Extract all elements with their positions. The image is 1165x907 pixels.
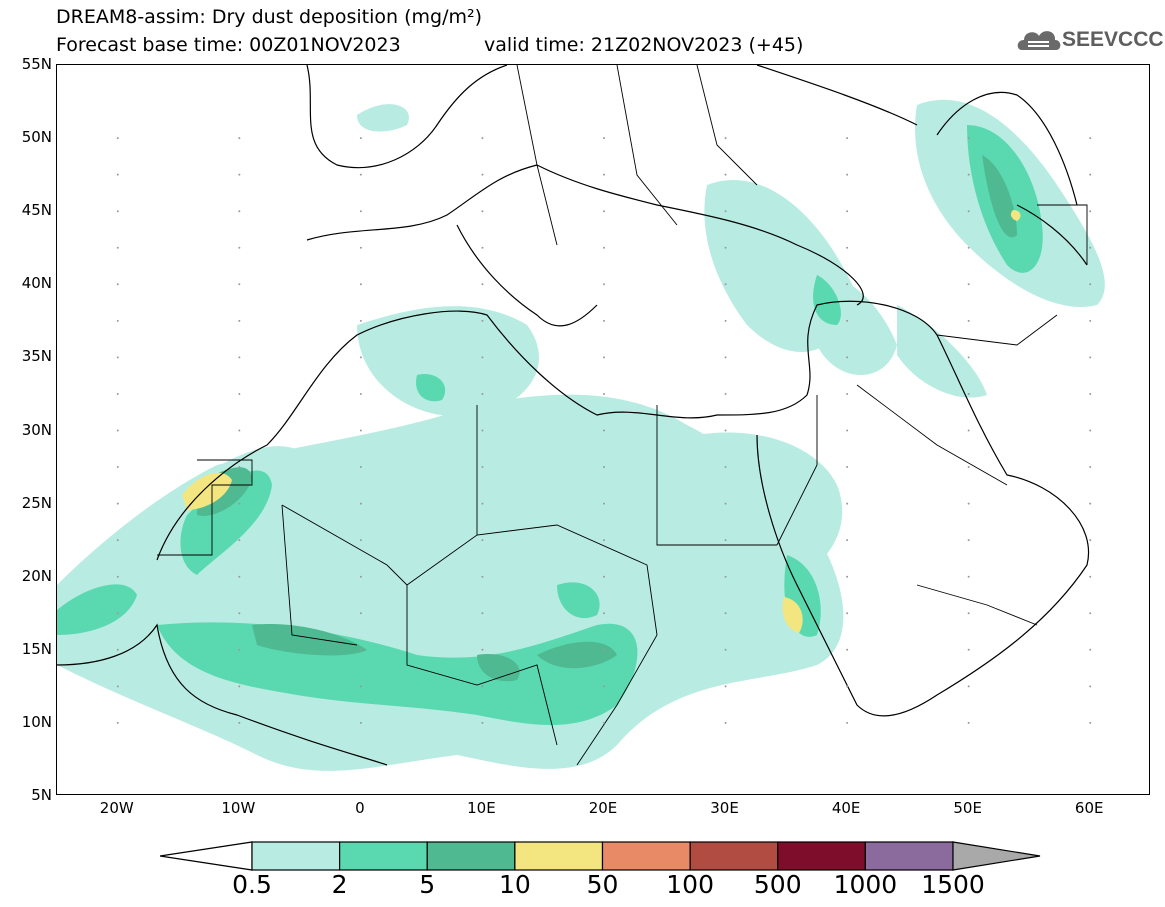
valid-time: valid time: 21Z02NOV2023 (+45): [484, 34, 804, 56]
logo-text: SEEVCCC: [1062, 28, 1164, 51]
lon-label: 40E: [831, 799, 861, 817]
colorbar-swatch: [514, 841, 604, 871]
lat-label: 35N: [21, 347, 52, 366]
lon-label: 50E: [953, 799, 982, 817]
lon-label: 0: [355, 799, 365, 817]
lat-label: 30N: [21, 420, 52, 439]
colorbar-label: 2: [331, 870, 348, 899]
colorbar-swatch: [864, 841, 954, 871]
cloud-logo-icon: [1017, 31, 1061, 50]
colorbar-label: 500: [753, 870, 802, 899]
lat-label: 25N: [21, 493, 52, 512]
coastlines: [57, 65, 1090, 766]
country-borders: [157, 65, 1088, 766]
colorbar: [160, 841, 1041, 871]
lat-label: 55N: [21, 55, 52, 73]
map-title: DREAM8-assim: Dry dust deposition (mg/m²…: [56, 6, 483, 28]
lon-label: 10E: [467, 799, 496, 817]
lon-label: 30E: [710, 799, 739, 817]
lat-label: 15N: [21, 639, 52, 658]
lon-label: 60E: [1074, 799, 1104, 817]
lat-label: 20N: [21, 566, 52, 585]
colorbar-swatch: [251, 841, 341, 871]
lat-label: 10N: [21, 712, 52, 731]
lon-label: 20E: [588, 799, 618, 817]
forecast-base-time: Forecast base time: 00Z01NOV2023: [56, 34, 401, 56]
lat-label: 5N: [31, 786, 52, 804]
colorbar-label: 100: [666, 870, 714, 899]
colorbar-swatch: [777, 841, 866, 871]
colorbar-label: 10: [498, 870, 531, 899]
colorbar-label: 50: [586, 870, 619, 899]
grid-dots: [116, 137, 1092, 724]
map-panel: [56, 64, 1150, 795]
colorbar-low-triangle: [160, 841, 253, 871]
lon-label: 20W: [99, 799, 134, 817]
colorbar-label: 0.5: [232, 870, 272, 899]
colorbar-swatch: [426, 841, 516, 871]
colorbar-swatch: [339, 841, 428, 871]
lat-label: 45N: [21, 201, 52, 220]
lat-label: 40N: [21, 274, 52, 293]
colorbar-swatch: [601, 841, 691, 871]
colorbar-label: 1000: [833, 870, 898, 899]
colorbar-label: 5: [419, 870, 436, 899]
colorbar-swatch: [689, 841, 779, 871]
dust-high: [182, 210, 1021, 633]
dust-deposition-map: [57, 65, 1105, 771]
colorbar-label: 1500: [921, 870, 985, 899]
lon-label: 10W: [221, 799, 256, 817]
lat-label: 50N: [21, 128, 52, 147]
colorbar-high-triangle: [952, 841, 1041, 871]
